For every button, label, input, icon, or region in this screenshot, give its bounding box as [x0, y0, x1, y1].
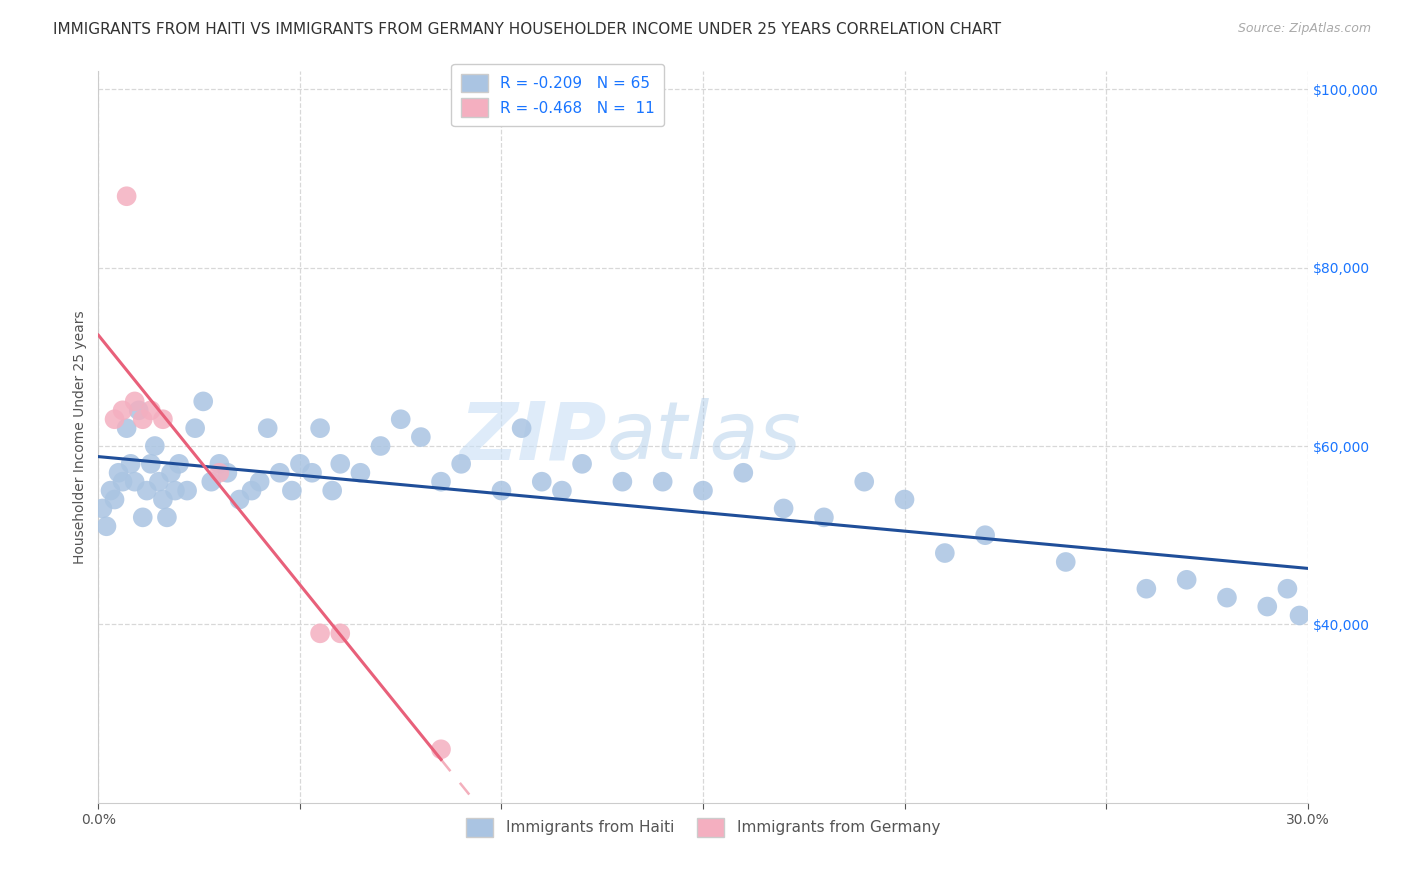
Point	[256, 421, 278, 435]
Point	[1135, 582, 1157, 596]
Point	[193, 394, 215, 409]
Point	[409, 430, 432, 444]
Point	[430, 475, 453, 489]
Point	[370, 439, 392, 453]
Point	[91, 501, 114, 516]
Legend: Immigrants from Haiti, Immigrants from Germany: Immigrants from Haiti, Immigrants from G…	[460, 812, 946, 843]
Point	[132, 412, 155, 426]
Point	[510, 421, 533, 435]
Point	[1277, 582, 1299, 596]
Point	[692, 483, 714, 498]
Point	[100, 483, 122, 498]
Text: Source: ZipAtlas.com: Source: ZipAtlas.com	[1237, 22, 1371, 36]
Point	[208, 466, 231, 480]
Point	[893, 492, 915, 507]
Text: atlas: atlas	[606, 398, 801, 476]
Point	[430, 742, 453, 756]
Point	[288, 457, 311, 471]
Text: ZIP: ZIP	[458, 398, 606, 476]
Point	[96, 519, 118, 533]
Point	[115, 421, 138, 435]
Point	[813, 510, 835, 524]
Point	[349, 466, 371, 480]
Point	[156, 510, 179, 524]
Point	[132, 510, 155, 524]
Point	[103, 412, 125, 426]
Point	[152, 412, 174, 426]
Point	[160, 466, 183, 480]
Point	[128, 403, 150, 417]
Point	[163, 483, 186, 498]
Point	[1256, 599, 1278, 614]
Point	[115, 189, 138, 203]
Point	[450, 457, 472, 471]
Point	[120, 457, 142, 471]
Point	[651, 475, 673, 489]
Point	[389, 412, 412, 426]
Point	[228, 492, 250, 507]
Point	[934, 546, 956, 560]
Point	[124, 394, 146, 409]
Point	[111, 475, 134, 489]
Point	[269, 466, 291, 480]
Point	[1054, 555, 1077, 569]
Point	[208, 457, 231, 471]
Point	[217, 466, 239, 480]
Point	[301, 466, 323, 480]
Point	[329, 626, 352, 640]
Point	[733, 466, 755, 480]
Point	[281, 483, 304, 498]
Point	[107, 466, 129, 480]
Point	[1216, 591, 1239, 605]
Point	[103, 492, 125, 507]
Y-axis label: Householder Income Under 25 years: Householder Income Under 25 years	[73, 310, 87, 564]
Point	[184, 421, 207, 435]
Point	[612, 475, 634, 489]
Point	[176, 483, 198, 498]
Point	[853, 475, 876, 489]
Point	[551, 483, 574, 498]
Point	[772, 501, 794, 516]
Point	[309, 421, 332, 435]
Point	[571, 457, 593, 471]
Point	[240, 483, 263, 498]
Point	[152, 492, 174, 507]
Point	[139, 457, 162, 471]
Point	[530, 475, 553, 489]
Text: IMMIGRANTS FROM HAITI VS IMMIGRANTS FROM GERMANY HOUSEHOLDER INCOME UNDER 25 YEA: IMMIGRANTS FROM HAITI VS IMMIGRANTS FROM…	[53, 22, 1001, 37]
Point	[329, 457, 352, 471]
Point	[111, 403, 134, 417]
Point	[249, 475, 271, 489]
Point	[1288, 608, 1310, 623]
Point	[309, 626, 332, 640]
Point	[139, 403, 162, 417]
Point	[143, 439, 166, 453]
Point	[974, 528, 997, 542]
Point	[148, 475, 170, 489]
Point	[124, 475, 146, 489]
Point	[200, 475, 222, 489]
Point	[135, 483, 157, 498]
Point	[321, 483, 343, 498]
Point	[491, 483, 513, 498]
Point	[167, 457, 190, 471]
Point	[1175, 573, 1198, 587]
